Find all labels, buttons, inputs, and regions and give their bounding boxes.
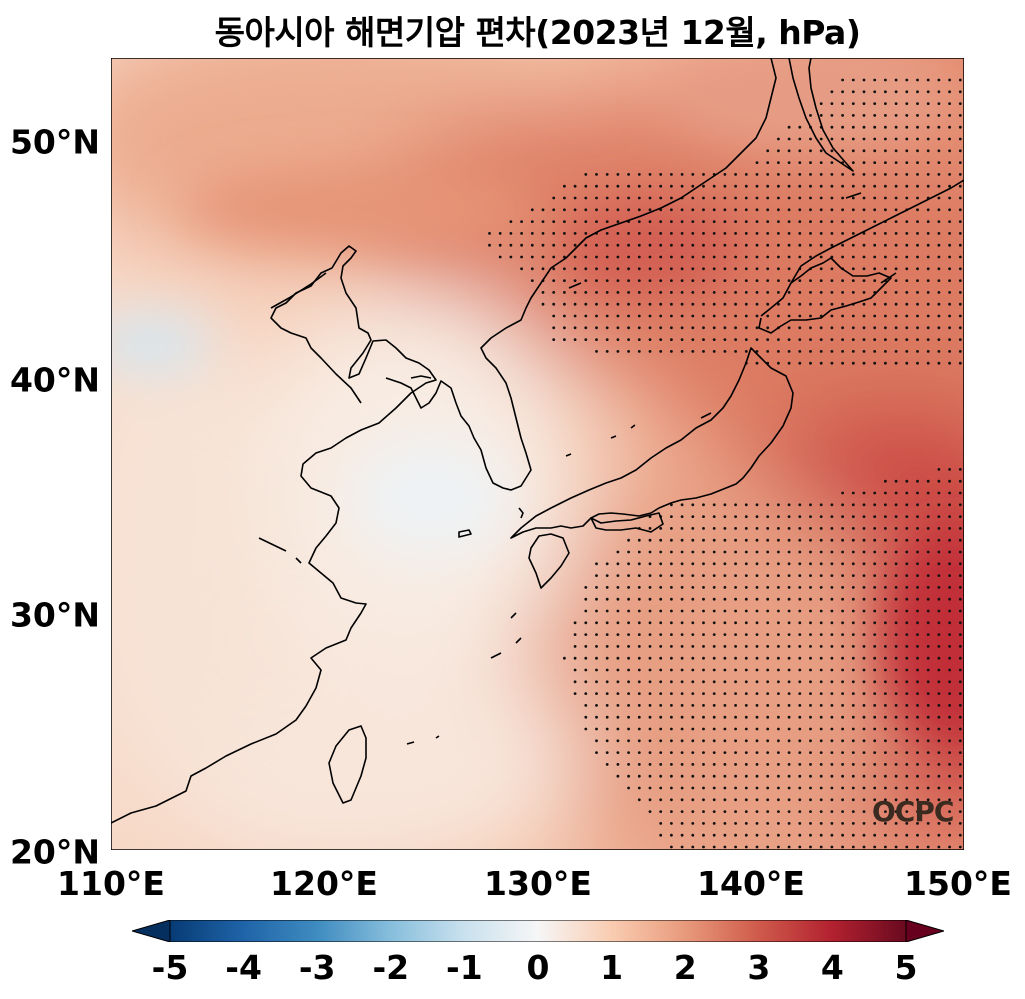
colorbar-tick-label: -3 bbox=[298, 948, 336, 987]
colorbar-min-extend bbox=[132, 920, 171, 942]
ocpc-logo: OCPC bbox=[872, 795, 954, 828]
lat-tick-50: 50°N bbox=[9, 122, 100, 162]
colorbar-tick-label: -2 bbox=[372, 948, 410, 987]
lon-tick-140: 140°E bbox=[697, 864, 805, 903]
colorbar bbox=[132, 920, 944, 942]
lat-tick-30: 30°N bbox=[9, 595, 100, 635]
pressure-anomaly-map bbox=[111, 58, 964, 850]
lon-tick-120: 120°E bbox=[270, 864, 378, 903]
colorbar-tick-label: 2 bbox=[673, 948, 697, 987]
colorbar-tick-label: -1 bbox=[446, 948, 483, 987]
colorbar-tick-label: -4 bbox=[225, 948, 262, 987]
lon-tick-110: 110°E bbox=[57, 864, 165, 903]
lon-tick-130: 130°E bbox=[484, 864, 592, 903]
colorbar-tick-label: -5 bbox=[151, 948, 189, 987]
colorbar-tick-label: 0 bbox=[526, 948, 550, 987]
colorbar-gradient bbox=[169, 920, 907, 942]
coastlines bbox=[111, 58, 964, 824]
map-title: 동아시아 해면기압 편차(2023년 12월, hPa) bbox=[214, 13, 861, 52]
colorbar-tick-label: 4 bbox=[820, 948, 844, 987]
colorbar-tick-label: 5 bbox=[894, 948, 918, 987]
colorbar-max-extend bbox=[905, 920, 944, 942]
lat-tick-20: 20°N bbox=[9, 832, 100, 872]
lat-tick-40: 40°N bbox=[9, 360, 100, 400]
shaded-field bbox=[111, 58, 964, 850]
map-panel bbox=[111, 58, 964, 850]
colorbar-tick-label: 3 bbox=[747, 948, 771, 987]
lon-tick-150: 150°E bbox=[904, 864, 1012, 903]
colorbar-tick-label: 1 bbox=[600, 948, 624, 987]
